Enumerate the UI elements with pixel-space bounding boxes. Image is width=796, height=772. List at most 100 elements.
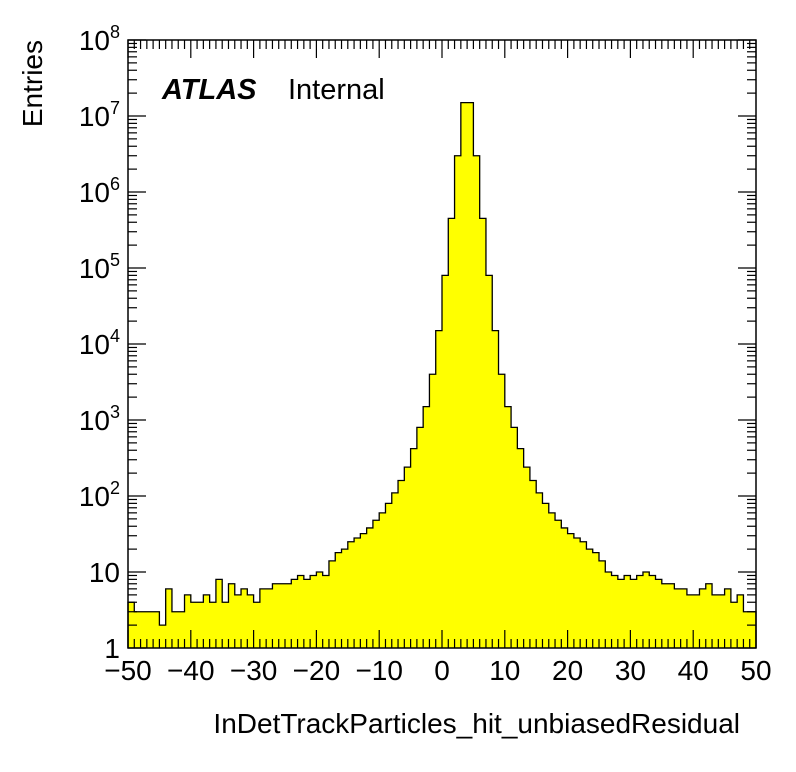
histogram-bin xyxy=(743,611,751,648)
histogram-bin xyxy=(712,594,719,648)
x-tick-label: −30 xyxy=(230,655,278,686)
histogram-bin xyxy=(285,583,292,648)
histogram-outline xyxy=(127,101,757,648)
histogram-bin xyxy=(517,448,525,648)
histogram-bin xyxy=(573,538,581,648)
x-axis-label: InDetTrackParticles_hit_unbiasedResidual xyxy=(213,708,740,739)
histogram-bin xyxy=(209,602,217,648)
histogram-layer xyxy=(127,101,757,649)
histogram-bin xyxy=(473,155,481,649)
histogram-bin xyxy=(372,520,380,648)
histogram-bin xyxy=(203,594,211,648)
histogram-bin xyxy=(360,533,368,648)
histogram-bin xyxy=(498,374,506,648)
histogram-bin xyxy=(467,102,474,648)
histogram-bin xyxy=(197,602,204,648)
histogram-bin xyxy=(492,330,499,648)
histogram-bin xyxy=(184,594,192,648)
y-tick-label: 10 xyxy=(89,557,120,588)
histogram-bin xyxy=(523,467,531,648)
histogram-bin xyxy=(655,579,663,648)
atlas-label: ATLAS xyxy=(161,74,257,106)
histogram-bin xyxy=(442,275,449,648)
histogram-bin xyxy=(718,594,725,648)
y-axis-label: Entries xyxy=(17,40,48,127)
histogram-bin xyxy=(134,611,141,648)
histogram-bin xyxy=(693,594,700,648)
histogram-bin xyxy=(278,583,286,648)
y-tick-label: 104 xyxy=(79,326,120,360)
histogram-bin xyxy=(699,588,707,648)
x-tick-label: −50 xyxy=(104,655,152,686)
histogram-bin xyxy=(266,588,273,648)
histogram-bin xyxy=(599,560,606,648)
histogram-bin xyxy=(259,588,267,648)
y-tick-label: 1 xyxy=(104,633,120,664)
histogram-bin xyxy=(153,611,160,648)
histogram-bin xyxy=(661,583,669,648)
histogram-bin xyxy=(504,406,512,648)
histogram-bin xyxy=(724,588,732,648)
x-tick-label: 30 xyxy=(615,655,646,686)
histogram-bin xyxy=(479,218,487,649)
histogram-bin xyxy=(567,533,575,648)
histogram-bin xyxy=(234,594,242,648)
histogram-bin xyxy=(448,218,455,649)
histogram-bin xyxy=(592,552,600,648)
histogram-bin xyxy=(454,155,462,649)
histogram-bin xyxy=(416,427,424,648)
y-tick-label: 105 xyxy=(79,250,120,284)
histogram-bin xyxy=(215,579,223,648)
histogram-bin xyxy=(624,575,631,648)
x-tick-label: 10 xyxy=(489,655,520,686)
histogram-bin xyxy=(611,575,619,648)
histogram-bin xyxy=(529,480,537,648)
y-tick-label: 107 xyxy=(79,98,120,132)
histogram-bin xyxy=(190,602,198,648)
y-tick-label: 103 xyxy=(79,402,120,436)
histogram-bin xyxy=(686,594,694,648)
histogram-bin xyxy=(140,611,148,648)
histogram-bin xyxy=(737,594,744,648)
histogram-bin xyxy=(297,575,305,648)
histogram-bin xyxy=(247,594,254,648)
histogram-bin xyxy=(222,602,229,648)
histogram-bin xyxy=(680,588,688,648)
histogram-bin xyxy=(335,552,342,648)
histogram-bin xyxy=(511,427,518,648)
histogram-bin xyxy=(642,572,650,648)
x-tick-labels: −50 −40 −30 −20 −10 0 10 20 30 40 50 xyxy=(104,655,771,686)
axis-ticks xyxy=(127,39,757,649)
histogram-bin xyxy=(366,527,374,648)
histogram-bin xyxy=(435,330,443,648)
atlas-status-label: Internal xyxy=(288,74,385,106)
histogram-bin xyxy=(423,406,430,648)
histogram-bin xyxy=(228,583,236,648)
x-tick-label: −40 xyxy=(167,655,215,686)
histogram-bin xyxy=(548,512,556,648)
histogram-bin xyxy=(555,520,562,648)
x-tick-label: −20 xyxy=(293,655,341,686)
histogram-bin xyxy=(253,602,261,648)
x-tick-label: 40 xyxy=(678,655,709,686)
histogram-bin xyxy=(561,527,568,648)
y-tick-labels: 1 10 102 103 104 105 106 107 108 xyxy=(79,22,120,664)
histogram-bin xyxy=(705,583,713,648)
histogram-bin xyxy=(460,102,468,648)
histogram-bin xyxy=(291,579,298,648)
histogram-bin xyxy=(178,611,185,648)
x-tick-label: 0 xyxy=(434,655,450,686)
histogram-bin xyxy=(171,611,179,648)
histogram-bin xyxy=(617,579,625,648)
histogram-bin xyxy=(749,611,757,648)
histogram-bin xyxy=(316,572,324,648)
histogram-bin xyxy=(272,583,280,648)
histogram-bin xyxy=(347,541,355,648)
y-tick-label: 108 xyxy=(79,22,120,56)
x-tick-label: 50 xyxy=(740,655,771,686)
histogram-bin xyxy=(341,549,349,648)
histogram-bin xyxy=(429,374,437,648)
histogram-bin xyxy=(159,625,167,648)
histogram-bin xyxy=(586,549,594,648)
